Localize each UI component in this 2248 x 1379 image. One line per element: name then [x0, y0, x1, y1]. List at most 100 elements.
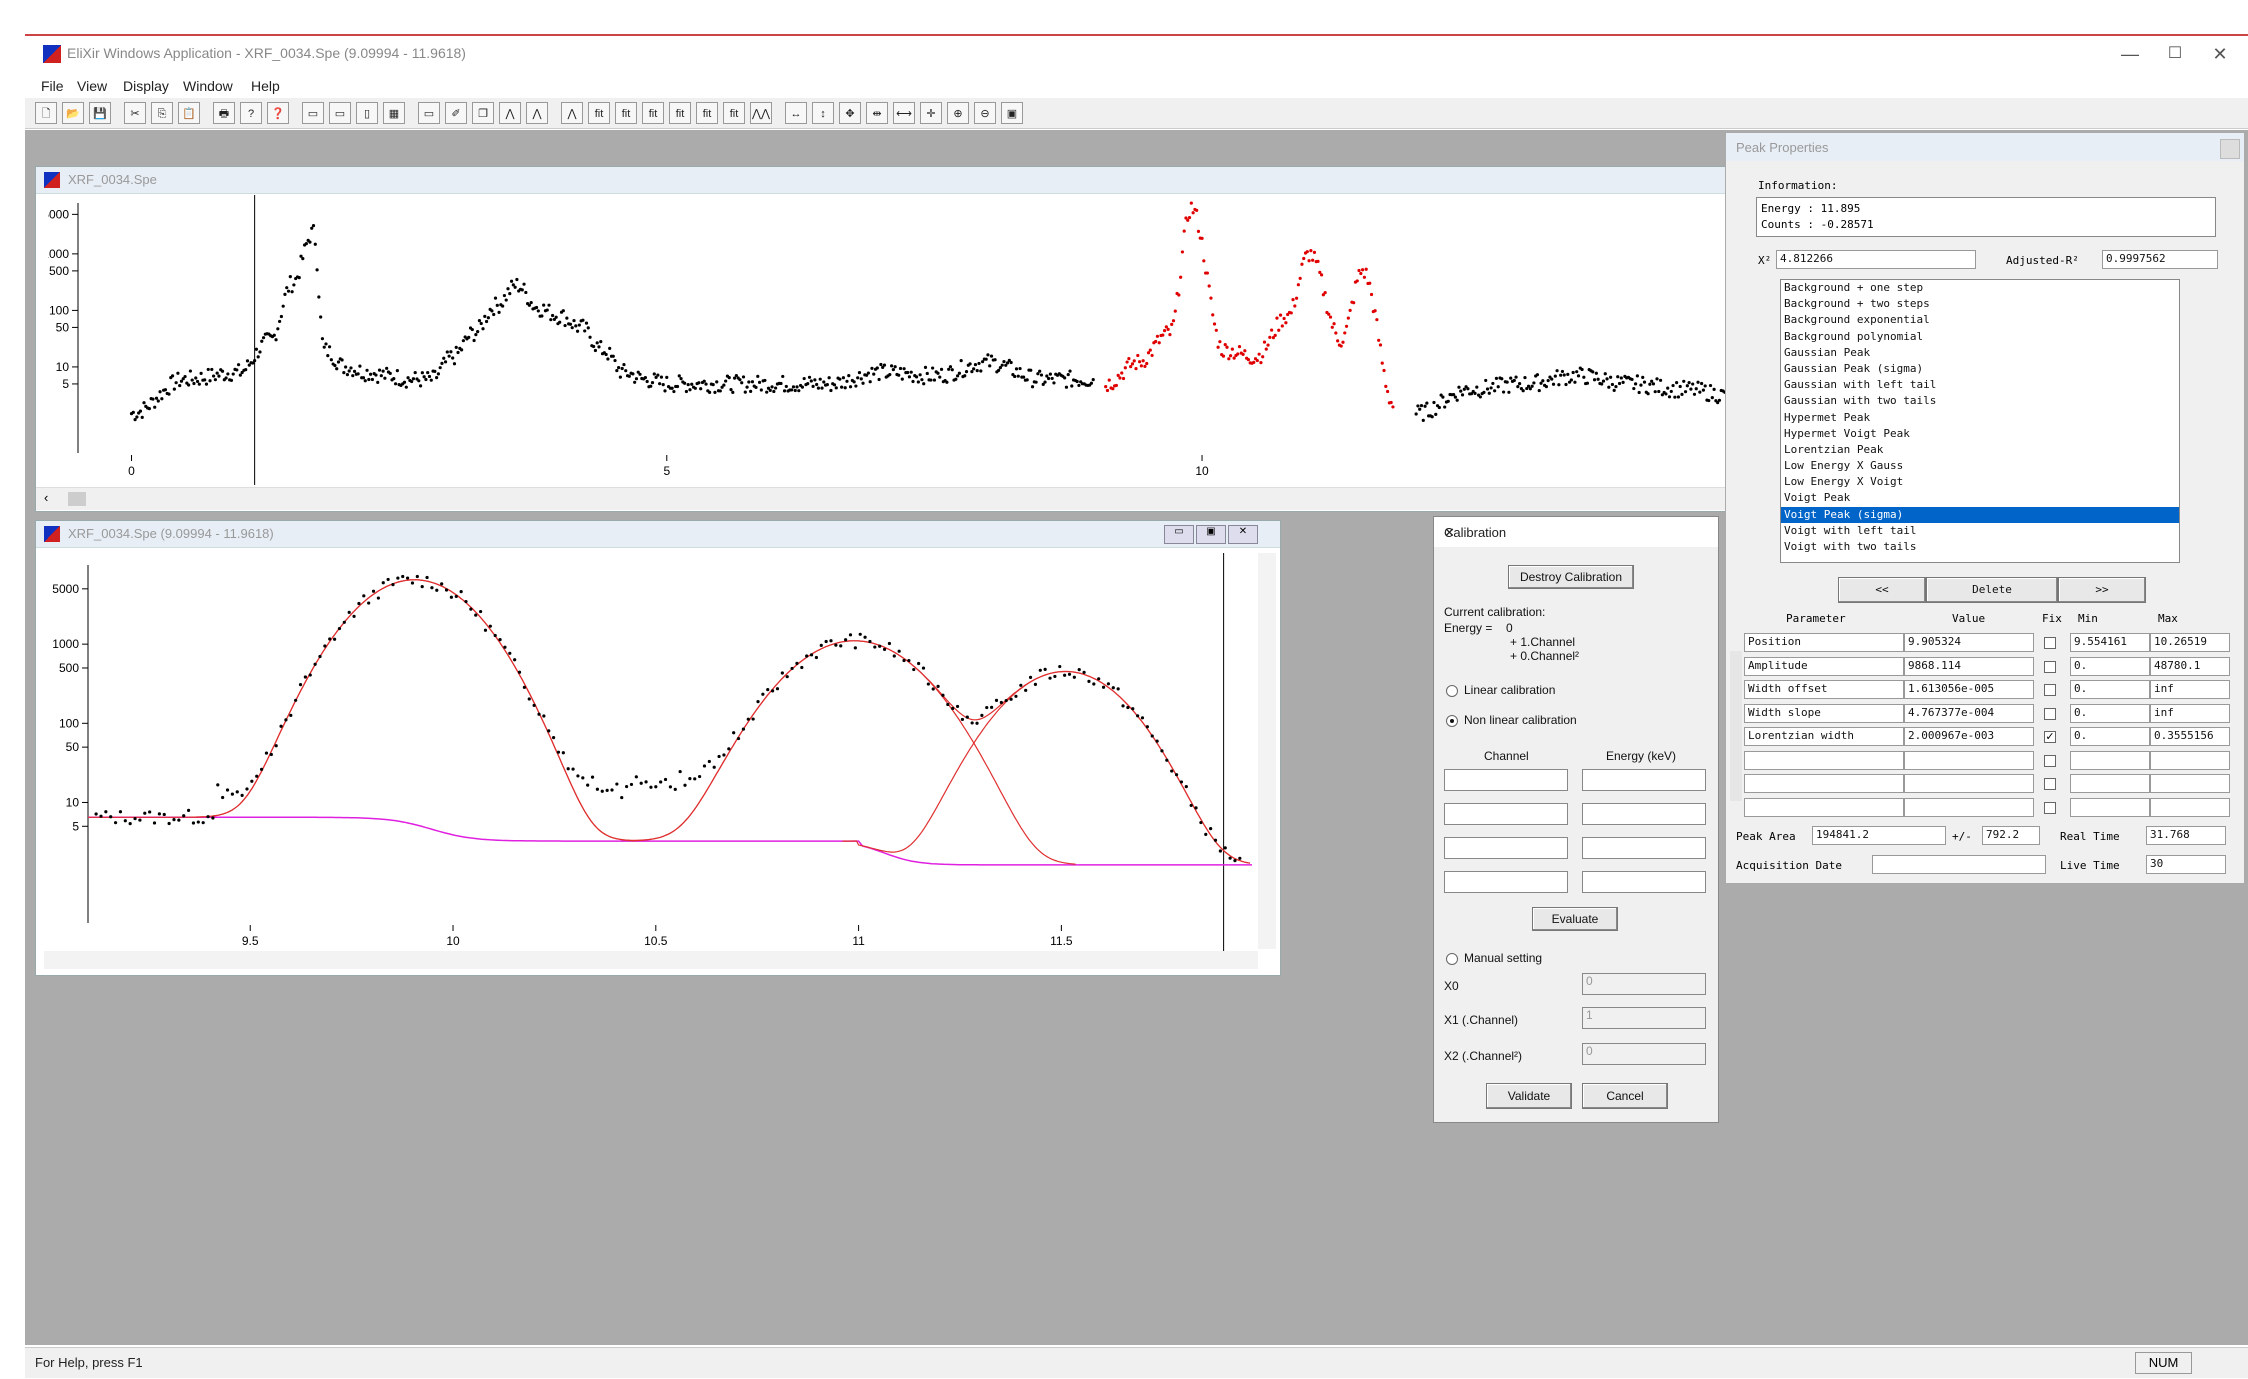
- param-max-cell[interactable]: 0.3555156: [2150, 727, 2230, 746]
- toolbar-button-2[interactable]: 💾: [89, 102, 111, 124]
- scroll-left-icon[interactable]: ‹: [44, 490, 49, 505]
- model-item[interactable]: Lorentzian Peak: [1784, 442, 1884, 456]
- model-item[interactable]: Voigt with two tails: [1784, 540, 1917, 553]
- channel-input-3[interactable]: [1444, 837, 1568, 859]
- model-item[interactable]: Background + two steps: [1784, 297, 1930, 311]
- menu-display[interactable]: Display: [123, 78, 169, 94]
- vertical-scrollbar[interactable]: [1258, 553, 1276, 949]
- param-max-cell[interactable]: 10.26519: [2150, 633, 2230, 652]
- zoom-horizontal-scrollbar[interactable]: [44, 951, 1258, 969]
- toolbar-button-32[interactable]: ⊕: [947, 102, 969, 124]
- toolbar-button-17[interactable]: ⋀: [526, 102, 548, 124]
- model-item[interactable]: Background polynomial: [1784, 329, 1924, 343]
- channel-input-1[interactable]: [1444, 769, 1568, 791]
- param-value-cell[interactable]: 1.613056e-005: [1904, 680, 2034, 699]
- x2-input[interactable]: 0: [1582, 1043, 1706, 1065]
- param-min-cell[interactable]: 0.: [2070, 656, 2150, 676]
- toolbar-button-19[interactable]: fit: [588, 102, 610, 124]
- param-min-cell[interactable]: 0.: [2070, 727, 2150, 746]
- toolbar-button-34[interactable]: ▣: [1001, 102, 1023, 124]
- model-item[interactable]: Hypermet Voigt Peak: [1784, 426, 1910, 440]
- toolbar-button-16[interactable]: ⋀: [499, 102, 521, 124]
- model-item[interactable]: Voigt Peak (sigma): [1781, 506, 2179, 523]
- toolbar-button-28[interactable]: ✥: [839, 102, 861, 124]
- param-name-cell[interactable]: Width slope: [1744, 703, 1904, 723]
- channel-input-4[interactable]: [1444, 871, 1568, 893]
- spectrum-window[interactable]: XRF_0034.Spe 5000100050010050105051015 ‹: [35, 166, 1753, 512]
- toolbar-button-18[interactable]: ⋀: [561, 102, 583, 124]
- toolbar-button-0[interactable]: 🗋: [35, 102, 57, 124]
- channel-input-2[interactable]: [1444, 803, 1568, 825]
- toolbar-button-15[interactable]: ❐: [472, 102, 494, 124]
- toolbar-button-8[interactable]: ❓: [267, 102, 289, 124]
- param-value-cell[interactable]: 2.000967e-003: [1904, 727, 2034, 746]
- parameter-scrollbar[interactable]: [1730, 651, 1742, 801]
- toolbar-button-31[interactable]: ✛: [920, 102, 942, 124]
- close-button[interactable]: ✕: [2212, 44, 2228, 64]
- model-item[interactable]: Voigt Peak: [1784, 491, 1851, 505]
- zoom-window[interactable]: XRF_0034.Spe (9.09994 - 11.9618) ▭ ▣ ✕ 5…: [35, 520, 1281, 976]
- param-name-cell[interactable]: [1744, 797, 1904, 817]
- param-max-cell[interactable]: inf: [2150, 680, 2230, 699]
- param-name-cell[interactable]: Width offset: [1744, 680, 1904, 699]
- validate-button[interactable]: Validate: [1486, 1083, 1572, 1109]
- toolbar-button-29[interactable]: ⇹: [866, 102, 888, 124]
- param-value-cell[interactable]: 9868.114: [1904, 656, 2034, 676]
- param-min-cell[interactable]: 0.: [2070, 703, 2150, 723]
- toolbar-button-6[interactable]: 🖶: [213, 102, 235, 124]
- energy-input-1[interactable]: [1582, 769, 1706, 791]
- model-item[interactable]: Background + one step: [1784, 281, 1924, 294]
- full-spectrum-plot[interactable]: 5000100050010050105051015: [48, 195, 1752, 485]
- param-name-cell[interactable]: Position: [1744, 633, 1904, 652]
- model-item[interactable]: Low Energy X Voigt: [1784, 475, 1904, 489]
- scroll-thumb[interactable]: [68, 492, 86, 506]
- param-max-cell[interactable]: 48780.1: [2150, 656, 2230, 676]
- model-item[interactable]: Voigt with left tail: [1784, 523, 1917, 537]
- energy-input-4[interactable]: [1582, 871, 1706, 893]
- model-item[interactable]: Background exponential: [1784, 313, 1930, 327]
- child-restore-icon[interactable]: ▣: [1196, 525, 1226, 544]
- toolbar-button-3[interactable]: ✂: [124, 102, 146, 124]
- toolbar-button-33[interactable]: ⊖: [974, 102, 996, 124]
- evaluate-button[interactable]: Evaluate: [1532, 907, 1618, 931]
- menu-view[interactable]: View: [77, 78, 108, 94]
- param-min-cell[interactable]: [2070, 774, 2150, 793]
- toolbar-button-5[interactable]: 📋: [178, 102, 200, 124]
- calibration-close-icon[interactable]: ✕: [1444, 525, 1455, 540]
- fix-checkbox[interactable]: [2044, 801, 2056, 814]
- param-min-cell[interactable]: [2070, 750, 2150, 770]
- param-name-cell[interactable]: Amplitude: [1744, 656, 1904, 676]
- model-item[interactable]: Gaussian Peak (sigma): [1784, 361, 1924, 375]
- param-value-cell[interactable]: 4.767377e-004: [1904, 703, 2034, 723]
- toolbar-button-22[interactable]: fit: [669, 102, 691, 124]
- horizontal-scrollbar[interactable]: ‹: [36, 487, 1752, 510]
- toolbar-button-11[interactable]: ▯: [356, 102, 378, 124]
- fix-checkbox[interactable]: [2044, 660, 2056, 673]
- toolbar-button-9[interactable]: ▭: [302, 102, 324, 124]
- menu-window[interactable]: Window: [183, 78, 233, 94]
- fix-checkbox[interactable]: [2044, 684, 2056, 696]
- param-max-cell[interactable]: [2150, 774, 2230, 793]
- toolbar-button-24[interactable]: fit: [723, 102, 745, 124]
- toolbar-button-27[interactable]: ↕: [812, 102, 834, 124]
- param-min-cell[interactable]: 9.554161: [2070, 633, 2150, 652]
- menu-help[interactable]: Help: [251, 78, 280, 94]
- peak-properties-close-icon[interactable]: [2220, 139, 2240, 159]
- next-peak-button[interactable]: >>: [2058, 577, 2146, 603]
- toolbar-button-10[interactable]: ▭: [329, 102, 351, 124]
- energy-input-3[interactable]: [1582, 837, 1706, 859]
- model-item[interactable]: Gaussian with left tail: [1784, 378, 1937, 392]
- zoom-spectrum-plot[interactable]: 5000 1000 500 100 50 10 5 9.5 10 10.5 11 11.5: [44, 553, 1256, 951]
- toolbar-button-30[interactable]: ⟷: [893, 102, 915, 124]
- toolbar-button-13[interactable]: ▭: [418, 102, 440, 124]
- param-name-cell[interactable]: Lorentzian width: [1744, 727, 1904, 746]
- param-value-cell[interactable]: [1904, 774, 2034, 793]
- nonlinear-calibration-radio[interactable]: [1446, 715, 1458, 727]
- model-item[interactable]: Hypermet Peak: [1784, 410, 1871, 424]
- destroy-calibration-button[interactable]: Destroy Calibration: [1508, 565, 1634, 589]
- toolbar-button-12[interactable]: ▦: [383, 102, 405, 124]
- fix-checkbox[interactable]: [2044, 778, 2056, 790]
- param-max-cell[interactable]: [2150, 797, 2230, 817]
- toolbar-button-21[interactable]: fit: [642, 102, 664, 124]
- delete-peak-button[interactable]: Delete: [1926, 577, 2058, 603]
